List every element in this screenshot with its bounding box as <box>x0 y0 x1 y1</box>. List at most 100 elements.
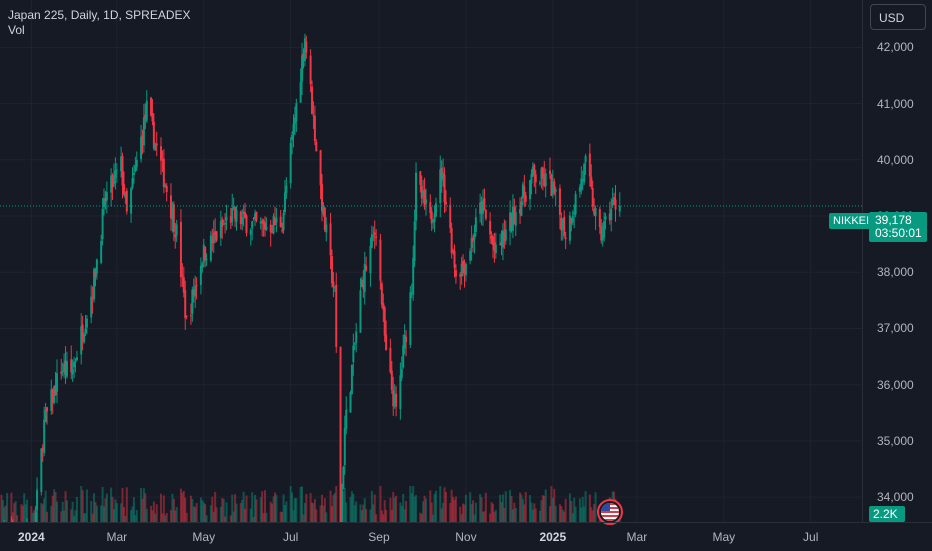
volume-bar <box>571 513 574 522</box>
candle-body <box>534 174 537 183</box>
candlestick-chart[interactable] <box>0 0 862 522</box>
volume-bar <box>91 513 94 522</box>
candle-body <box>282 213 285 231</box>
candle-body <box>195 285 198 287</box>
volume-bar <box>503 508 506 522</box>
volume-bar <box>514 507 517 522</box>
candle-body <box>105 192 108 201</box>
candle-body <box>144 114 147 119</box>
volume-bar <box>171 493 174 522</box>
volume-bar <box>11 512 14 522</box>
candle-body <box>273 218 276 226</box>
candle-body <box>460 263 463 277</box>
candle-body <box>150 97 153 116</box>
volume-bar <box>245 495 248 522</box>
candle-body <box>36 490 39 510</box>
volume-bar <box>94 502 97 522</box>
volume-bar <box>112 509 115 522</box>
candle-body <box>480 202 483 212</box>
volume-bar <box>303 503 306 522</box>
volume-bar <box>265 512 268 522</box>
currency-button[interactable]: USD <box>870 4 926 30</box>
volume-bar <box>214 491 217 522</box>
candle-body <box>112 175 115 185</box>
volume-bar <box>80 486 83 522</box>
volume-bar <box>162 495 165 522</box>
candle-body <box>390 370 393 390</box>
volume-bar <box>0 494 3 522</box>
candle-body <box>329 223 332 256</box>
candle-body <box>494 244 497 254</box>
volume-bar <box>459 506 462 522</box>
candle-body <box>540 168 543 180</box>
volume-bar <box>442 502 445 522</box>
price-tick-label: 40,000 <box>877 152 914 167</box>
volume-bar <box>165 512 168 522</box>
last-price-label: 39,178 03:50:01 <box>869 212 927 242</box>
volume-bar <box>219 506 222 522</box>
volume-bar <box>130 510 133 522</box>
candle-body <box>251 221 254 229</box>
volume-bar <box>375 514 378 522</box>
volume-bar <box>83 513 86 522</box>
volume-bar <box>454 496 457 522</box>
volume-bar <box>211 496 214 522</box>
volume-bar <box>550 486 553 522</box>
candle-body <box>234 207 237 219</box>
volume-bar <box>269 501 272 522</box>
volume-bar <box>93 493 96 522</box>
us-flag-icon[interactable] <box>597 499 623 525</box>
candle-body <box>514 212 517 226</box>
volume-bar <box>202 502 205 522</box>
candle-body <box>242 211 245 215</box>
volume-indicator-label[interactable]: Vol <box>8 23 25 37</box>
candle-body <box>40 448 43 492</box>
volume-bar <box>309 493 312 522</box>
volume-bar <box>262 513 265 522</box>
volume-bar <box>473 514 476 522</box>
candle-body <box>231 207 234 222</box>
candle-body <box>249 230 252 235</box>
volume-bar <box>189 495 192 522</box>
candle-body <box>254 213 257 219</box>
volume-bar <box>578 498 581 522</box>
candle-body <box>285 185 288 194</box>
volume-bar <box>132 497 135 522</box>
candle-body <box>482 200 485 214</box>
candle-body <box>322 205 325 215</box>
candle-body <box>543 174 546 186</box>
volume-bar <box>322 505 325 522</box>
volume-bar <box>390 510 393 522</box>
candle-body <box>591 188 594 207</box>
chart-area[interactable] <box>0 0 862 522</box>
candle-body <box>81 324 84 340</box>
candle-body <box>229 216 232 223</box>
candle-body <box>413 221 416 261</box>
volume-bar <box>380 510 383 522</box>
candle-body <box>305 41 308 53</box>
candle-body <box>272 216 275 234</box>
volume-bar <box>379 486 382 522</box>
price-tick-label: 42,000 <box>877 40 914 55</box>
symbol-title[interactable]: Japan 225, Daily, 1D, SPREADEX <box>8 8 191 22</box>
volume-bar <box>474 502 477 522</box>
candle-body <box>531 166 534 177</box>
volume-bar <box>563 511 566 522</box>
volume-bar <box>275 494 278 522</box>
volume-bar <box>141 498 144 522</box>
volume-bar <box>55 501 58 522</box>
candle-body <box>252 218 255 220</box>
candle-body <box>215 231 218 241</box>
candle-body <box>155 143 158 146</box>
volume-bar <box>519 492 522 522</box>
time-axis[interactable]: 2024 Mar May Jul Sep Nov 2025 Mar May Jul <box>0 522 932 551</box>
volume-bar <box>315 509 318 522</box>
volume-bar <box>215 507 218 522</box>
price-axis[interactable]: 34,00035,00036,00037,00038,00039,00040,0… <box>862 0 932 522</box>
volume-bar <box>553 488 556 522</box>
candle-body <box>134 165 137 172</box>
volume-bar <box>529 495 532 522</box>
volume-bar <box>212 511 215 522</box>
time-tick-label: Nov <box>455 530 477 544</box>
candle-body <box>244 212 247 218</box>
